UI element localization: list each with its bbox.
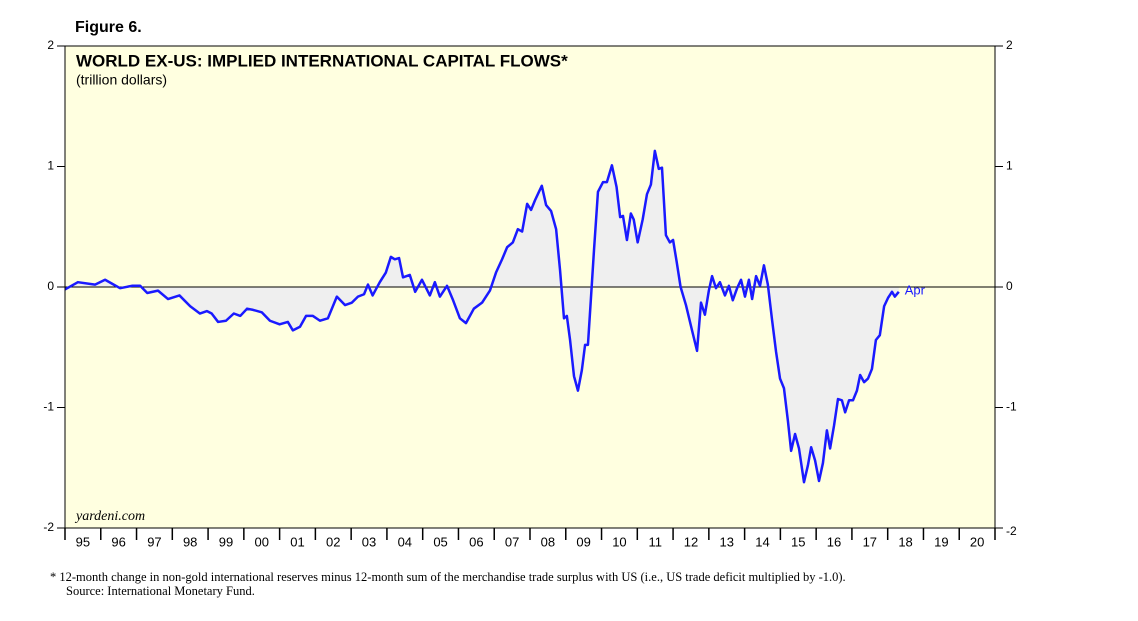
y2-tick-label: 1 bbox=[1006, 159, 1013, 173]
annotation: Apr bbox=[905, 282, 926, 297]
x-tick-label: 05 bbox=[433, 534, 447, 549]
line bbox=[64, 149, 900, 484]
y2-tick-label: 2 bbox=[1006, 38, 1013, 52]
figure-label: Figure 6. bbox=[75, 19, 142, 36]
x-tick-label: 03 bbox=[362, 534, 376, 549]
x-tick-label: 97 bbox=[147, 534, 161, 549]
x-tick-label: 17 bbox=[863, 534, 877, 549]
x-tick-label: 13 bbox=[719, 534, 733, 549]
y2-tick-label: -1 bbox=[1006, 400, 1017, 414]
x-tick-label: 04 bbox=[398, 534, 412, 549]
source: Source: International Monetary Fund. bbox=[66, 584, 255, 598]
y2-tick-label: 0 bbox=[1006, 279, 1013, 293]
y-tick-label: -1 bbox=[43, 400, 54, 414]
x-tick-label: 09 bbox=[576, 534, 590, 549]
x-tick-label: 02 bbox=[326, 534, 340, 549]
x-tick-label: 99 bbox=[219, 534, 233, 549]
watermark: yardeni.com bbox=[74, 509, 145, 524]
x-tick-label: 96 bbox=[111, 534, 125, 549]
x-tick-label: 01 bbox=[290, 534, 304, 549]
x-tick-label: 16 bbox=[827, 534, 841, 549]
x-tick-label: 08 bbox=[541, 534, 555, 549]
x-tick-label: 20 bbox=[970, 534, 984, 549]
x-tick-label: 18 bbox=[898, 534, 912, 549]
x-tick-label: 12 bbox=[684, 534, 698, 549]
y-tick-label: -2 bbox=[43, 520, 54, 534]
x-tick-label: 07 bbox=[505, 534, 519, 549]
y-tick-label: 1 bbox=[47, 159, 54, 173]
x-tick-label: 95 bbox=[76, 534, 90, 549]
x-tick-label: 11 bbox=[648, 534, 662, 549]
x-tick-label: 98 bbox=[183, 534, 197, 549]
y-tick-label: 2 bbox=[47, 38, 54, 52]
chart-subtitle: (trillion dollars) bbox=[76, 72, 167, 88]
x-tick-label: 19 bbox=[934, 534, 948, 549]
chart-title: WORLD EX-US: IMPLIED INTERNATIONAL CAPIT… bbox=[76, 51, 568, 70]
x-tick-label: 15 bbox=[791, 534, 805, 549]
area bbox=[65, 150, 899, 483]
y-tick-label: 0 bbox=[47, 279, 54, 293]
y2-tick-label: -2 bbox=[1006, 524, 1017, 538]
x-tick-label: 06 bbox=[469, 534, 483, 549]
x-tick-label: 10 bbox=[612, 534, 626, 549]
x-tick-label: 14 bbox=[755, 534, 769, 549]
footnote: * 12-month change in non-gold internatio… bbox=[50, 570, 846, 584]
x-tick-label: 00 bbox=[254, 534, 268, 549]
